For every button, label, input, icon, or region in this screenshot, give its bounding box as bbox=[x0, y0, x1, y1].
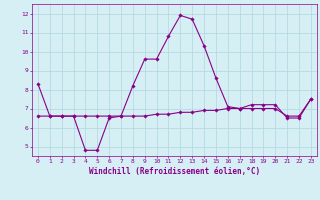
X-axis label: Windchill (Refroidissement éolien,°C): Windchill (Refroidissement éolien,°C) bbox=[89, 167, 260, 176]
